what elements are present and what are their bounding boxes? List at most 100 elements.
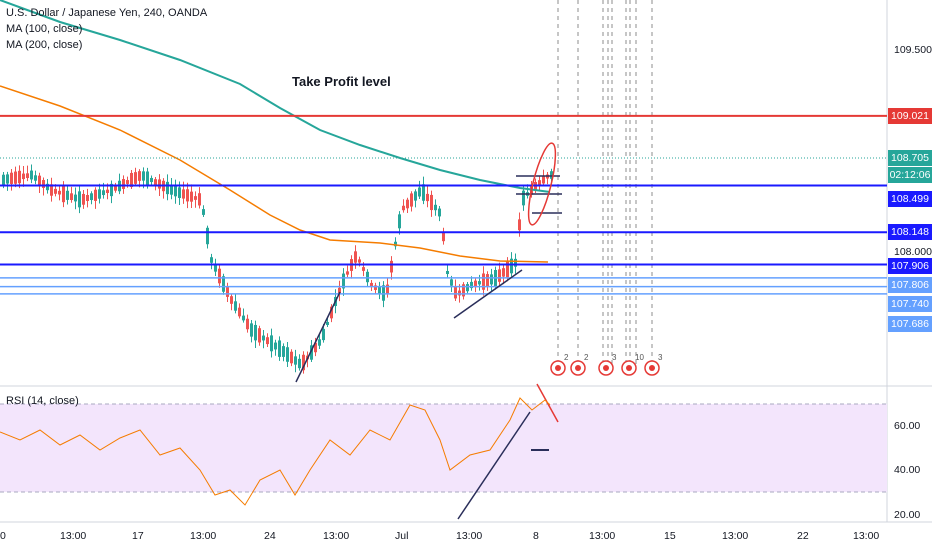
candle-body xyxy=(106,189,109,194)
candle-body xyxy=(158,179,161,189)
price-tick: 109.500 xyxy=(894,44,932,56)
event-marker-dot xyxy=(649,365,655,371)
candle-body xyxy=(66,190,69,200)
symbol-legend[interactable]: U.S. Dollar / Japanese Yen, 240, OANDA xyxy=(6,7,208,19)
trendline-left[interactable] xyxy=(295,291,341,383)
candle-body xyxy=(226,287,229,297)
rsi-tick: 60.00 xyxy=(894,420,921,432)
candle-body xyxy=(330,306,333,319)
time-tick: 13:00 xyxy=(323,530,350,542)
candle-body xyxy=(14,171,17,184)
candle-body xyxy=(438,208,441,217)
time-tick: 17 xyxy=(132,530,144,542)
rsi-legend[interactable]: RSI (14, close) xyxy=(6,395,79,407)
candle-body xyxy=(506,261,509,278)
event-marker-dot xyxy=(555,365,561,371)
candle-body xyxy=(466,284,469,292)
candle-body xyxy=(102,190,105,196)
candle-body xyxy=(230,296,233,304)
price-tag-tp: 109.021 xyxy=(888,108,932,124)
candle-body xyxy=(22,173,25,180)
candles xyxy=(2,164,553,374)
candle-body xyxy=(422,184,425,201)
candle-body xyxy=(366,271,369,283)
candle-body xyxy=(86,194,89,202)
candle-body xyxy=(62,185,65,203)
event-marker-dot xyxy=(575,365,581,371)
candle-body xyxy=(538,180,541,186)
candle-body xyxy=(346,271,349,275)
candle-body xyxy=(30,170,33,180)
event-marker-count: 3 xyxy=(658,353,663,362)
candle-body xyxy=(370,282,373,288)
candle-body xyxy=(10,172,13,184)
highlight-ellipse[interactable] xyxy=(523,141,561,227)
event-markers[interactable]: 2 2 3 10 3 xyxy=(550,353,663,376)
candle-body xyxy=(222,276,225,292)
ma200-legend[interactable]: MA (200, close) xyxy=(6,39,83,51)
horizontal-levels xyxy=(0,114,887,295)
candle-body xyxy=(194,196,197,200)
candle-body xyxy=(402,205,405,211)
candle-body xyxy=(50,184,53,196)
rsi-line xyxy=(0,397,551,506)
event-marker-count: 3 xyxy=(612,353,617,362)
candle-body xyxy=(146,171,149,185)
event-marker-dot xyxy=(603,365,609,371)
time-tick: 24 xyxy=(264,530,276,542)
candle-body xyxy=(110,183,113,197)
candle-body xyxy=(434,204,437,211)
candle-body xyxy=(234,301,237,311)
candle-body xyxy=(38,175,41,187)
candle-body xyxy=(174,186,177,197)
candle-body xyxy=(390,260,393,273)
candle-body xyxy=(382,285,385,301)
candle-body xyxy=(42,180,45,188)
price-tag-countdown: 02:12:06 xyxy=(888,167,932,183)
candle-body xyxy=(98,189,101,199)
candle-body xyxy=(46,183,49,191)
candle-body xyxy=(202,209,205,215)
candle-body xyxy=(450,279,453,286)
candle-body xyxy=(114,185,117,191)
candle-body xyxy=(470,281,473,289)
candle-body xyxy=(266,337,269,345)
rsi-tick: 20.00 xyxy=(894,509,921,521)
candle-body xyxy=(54,188,57,194)
candle-body xyxy=(342,273,345,289)
candle-body xyxy=(246,318,249,330)
candle-body xyxy=(198,193,201,206)
candle-body xyxy=(186,189,189,202)
candle-body xyxy=(490,274,493,285)
candle-body xyxy=(286,347,289,362)
candle-body xyxy=(218,268,221,284)
candle-body xyxy=(398,214,401,229)
candle-body xyxy=(78,191,81,208)
price-tick: 108.000 xyxy=(894,246,932,258)
time-tick: 22 xyxy=(797,530,809,542)
candle-body xyxy=(410,193,413,207)
time-tick: 13:00 xyxy=(456,530,483,542)
candle-body xyxy=(242,315,245,321)
candle-body xyxy=(518,219,521,231)
candle-body xyxy=(238,307,241,317)
ma200-line xyxy=(0,85,549,263)
candle-body xyxy=(26,173,29,179)
candle-body xyxy=(302,354,305,371)
trendline-support[interactable] xyxy=(453,269,523,319)
time-tick: 13:00 xyxy=(60,530,87,542)
rsi-trendline[interactable] xyxy=(457,411,531,520)
candle-body xyxy=(82,193,85,205)
candle-body xyxy=(430,194,433,211)
candle-body xyxy=(130,172,133,188)
time-tick: 13:00 xyxy=(853,530,880,542)
ma100-legend[interactable]: MA (100, close) xyxy=(6,23,83,35)
candle-body xyxy=(278,340,281,357)
candle-body xyxy=(482,273,485,290)
candle-body xyxy=(358,259,361,263)
candle-body xyxy=(126,180,129,184)
rsi-band xyxy=(0,404,887,492)
candle-body xyxy=(294,356,297,365)
candle-body xyxy=(362,267,365,271)
